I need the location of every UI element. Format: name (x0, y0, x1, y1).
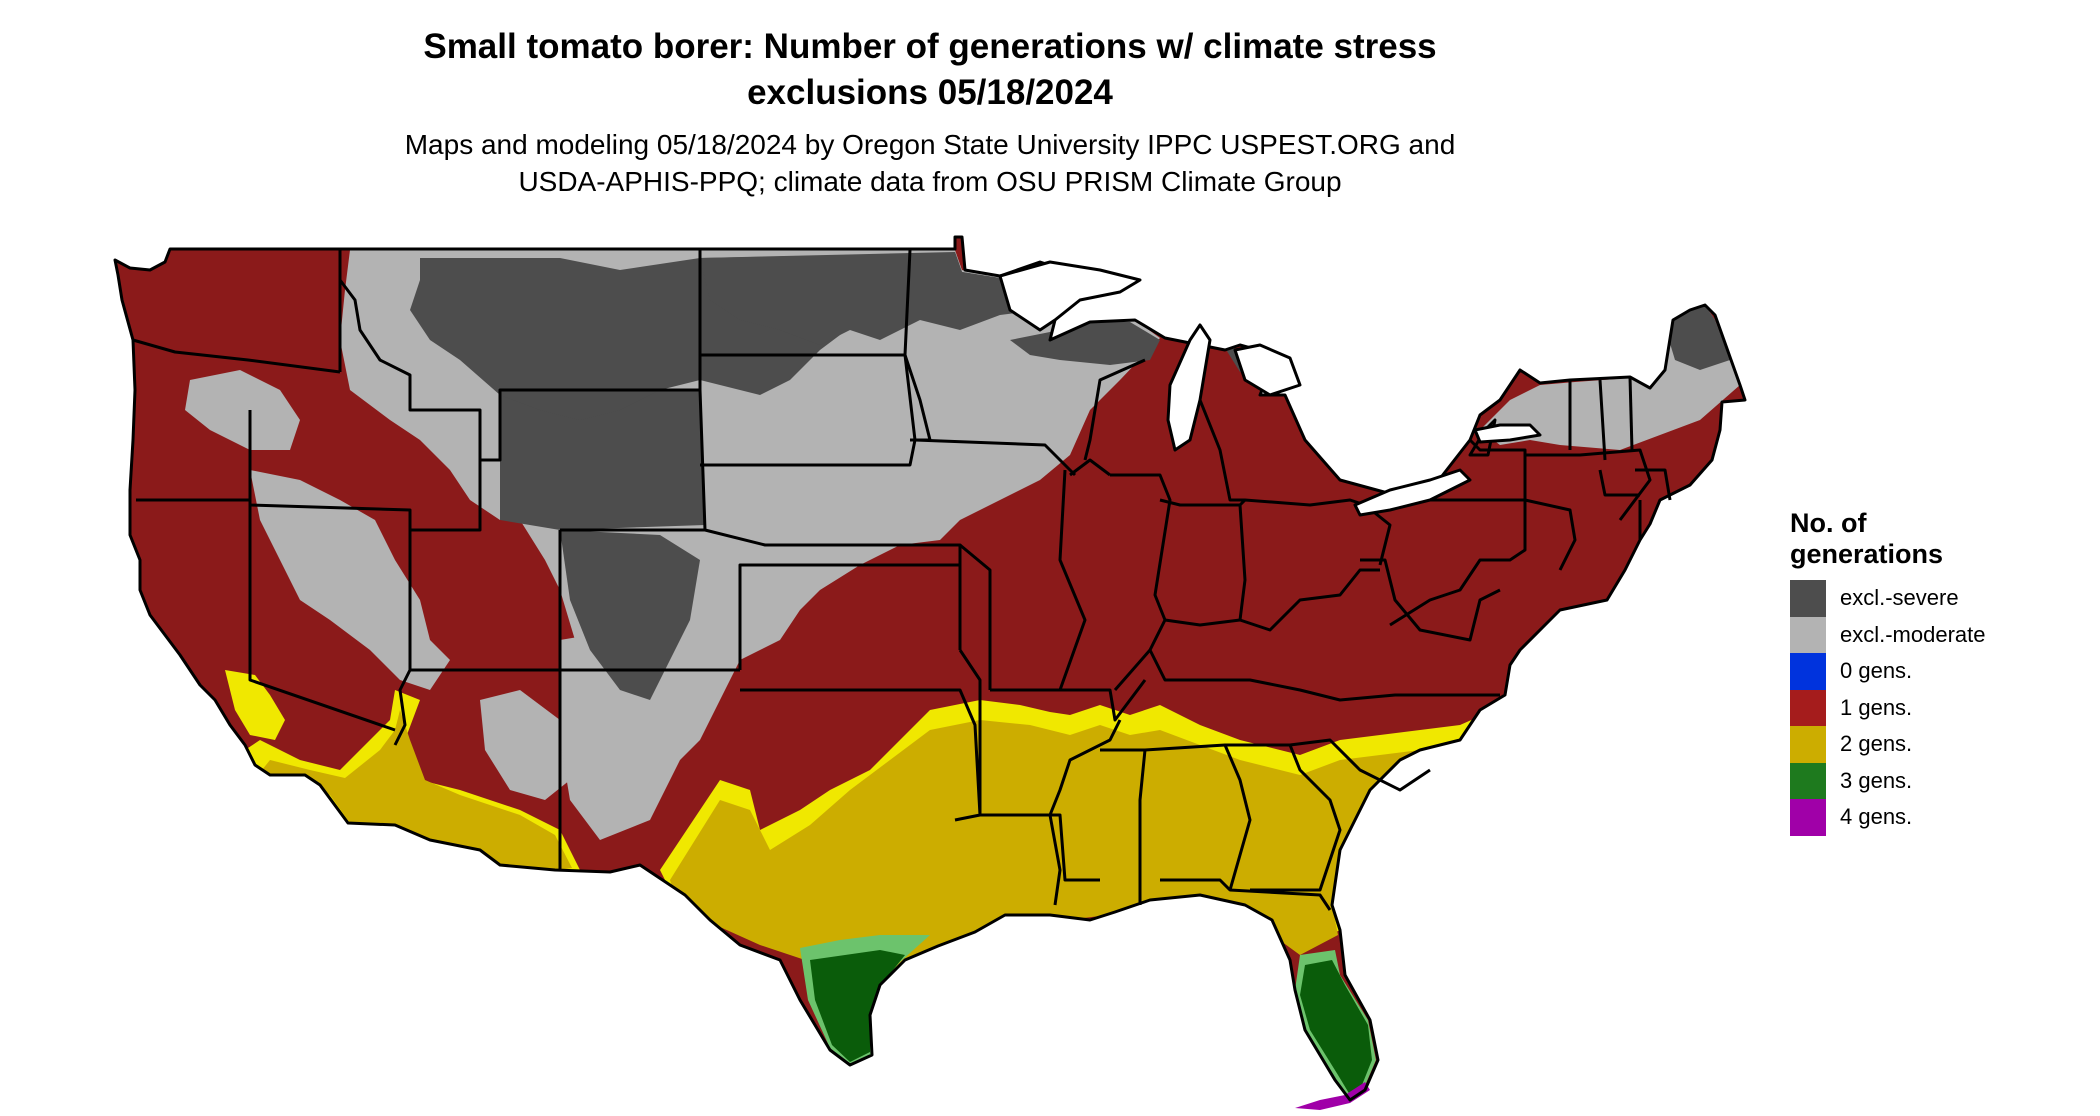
legend-title: No. of generations (1790, 508, 1986, 570)
legend: No. of generations excl.-severe excl.-mod… (1790, 508, 1986, 836)
legend-swatch (1790, 726, 1826, 763)
legend-swatch (1790, 689, 1826, 726)
map-title: Small tomato borer: Number of generation… (0, 24, 1860, 116)
legend-swatch (1790, 653, 1826, 690)
map-zones (185, 250, 1740, 1098)
legend-label: 4 gens. (1840, 804, 1913, 830)
legend-label: excl.-severe (1840, 585, 1959, 611)
great-lakes (998, 260, 1542, 517)
legend-swatch (1790, 580, 1826, 617)
legend-swatch (1790, 616, 1826, 653)
legend-title-line-1: No. of (1790, 508, 1867, 538)
state-borders (113, 235, 1747, 1102)
legend-item: 1 gens. (1790, 689, 1986, 726)
legend-item: 2 gens. (1790, 726, 1986, 763)
map-subtitle: Maps and modeling 05/18/2024 by Oregon S… (0, 126, 1860, 200)
legend-item: excl.-severe (1790, 580, 1986, 617)
map-title-line-1: Small tomato borer: Number of generation… (423, 27, 1437, 66)
legend-item: 0 gens. (1790, 653, 1986, 690)
legend-swatch (1790, 799, 1826, 836)
legend-item: 3 gens. (1790, 762, 1986, 799)
legend-label: 1 gens. (1840, 694, 1913, 720)
legend-item: 4 gens. (1790, 799, 1986, 836)
florida-keys (1295, 1082, 1370, 1110)
legend-swatch (1790, 762, 1826, 799)
map-title-line-2: exclusions 05/18/2024 (747, 73, 1113, 112)
legend-label: 2 gens. (1840, 731, 1913, 757)
legend-label: 3 gens. (1840, 767, 1913, 793)
legend-label: excl.-moderate (1840, 621, 1986, 647)
map-subtitle-line-1: Maps and modeling 05/18/2024 by Oregon S… (404, 129, 1456, 160)
legend-items: excl.-severe excl.-moderate 0 gens. 1 gens.… (1790, 580, 1986, 836)
legend-title-line-2: generations (1790, 539, 1944, 569)
legend-label: 0 gens. (1840, 658, 1913, 684)
legend-item: excl.-moderate (1790, 616, 1986, 653)
map-subtitle-line-2: USDA-APHIS-PPQ; climate data from OSU PR… (518, 166, 1342, 197)
